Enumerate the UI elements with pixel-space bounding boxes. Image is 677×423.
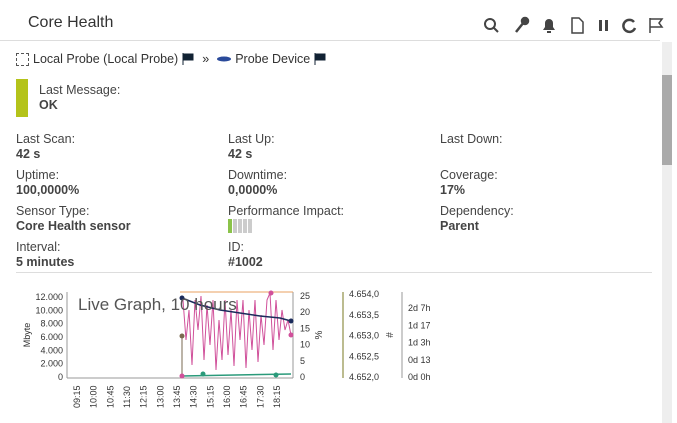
y-tick-label: 10.000 [35, 305, 63, 315]
x-tick-label: 15:15 [205, 385, 215, 408]
y2-axis-label: % [314, 330, 325, 339]
series-line [181, 373, 292, 377]
field-value: 42 s [16, 147, 41, 161]
series-line [181, 297, 292, 322]
field-value: 0,0000% [228, 183, 278, 197]
y-axis-label: Mbyte [22, 323, 32, 348]
field-label: Last Scan: [16, 132, 76, 146]
field-value: 17% [440, 183, 466, 197]
refresh-icon[interactable] [622, 18, 637, 34]
field-label: Dependency: [440, 204, 514, 218]
live-graph: Live Graph, 10 hours Mbyte % # 12.000 10.… [22, 289, 430, 408]
y2-tick-label: 20 [300, 307, 310, 317]
notification-icon[interactable] [543, 19, 555, 33]
y3-tick-label: 4.652,0 [349, 372, 379, 382]
probe-link[interactable]: Local Probe (Local Probe) [33, 52, 179, 66]
y3-axis-label: # [385, 332, 396, 338]
y3-tick-label: 4.653,5 [349, 310, 379, 320]
toolbar [484, 16, 664, 34]
section-divider [16, 272, 652, 273]
status-bar [16, 79, 28, 117]
y2-tick-label: 25 [300, 291, 310, 301]
x-tick-label: 10:45 [105, 385, 115, 408]
y2-tick-label: 10 [300, 340, 310, 350]
y2-tick-label: 0 [300, 372, 305, 382]
scrollbar[interactable] [662, 42, 672, 423]
y-tick-label: 8.000 [40, 319, 63, 329]
flag-icon [314, 53, 326, 65]
field-value: Core Health sensor [16, 219, 131, 233]
field-value: 42 s [228, 147, 253, 161]
field-label: Performance Impact: [228, 204, 345, 218]
x-tick-label: 13:00 [155, 385, 165, 408]
y-tick-label: 6.000 [40, 332, 63, 342]
device-link[interactable]: Probe Device [235, 52, 311, 66]
report-icon[interactable] [571, 17, 584, 34]
header-divider [0, 40, 660, 41]
x-tick-label: 10:00 [89, 385, 99, 408]
y3-tick-label: 4.653,0 [349, 331, 379, 341]
field-label: Uptime: [16, 168, 60, 182]
x-tick-label: 11:30 [122, 386, 132, 408]
field-label: ID: [228, 240, 244, 254]
y3-tick-label: 4.652,5 [349, 351, 379, 361]
pause-icon[interactable] [599, 20, 608, 31]
field-value: 5 minutes [16, 255, 75, 269]
settings-icon[interactable] [515, 16, 530, 33]
y-tick-label: 12.000 [35, 292, 63, 302]
y4-tick-label: 2d 7h [408, 303, 430, 313]
x-tick-label: 12:15 [139, 385, 149, 408]
breadcrumb: Local Probe (Local Probe) » Probe Device [16, 52, 326, 66]
x-tick-label: 16:00 [222, 385, 232, 408]
ticket-icon[interactable] [649, 18, 664, 33]
x-tick-label: 17:30 [255, 385, 265, 408]
y4-tick-label: 1d 3h [408, 338, 430, 348]
field-label: Coverage: [440, 168, 498, 182]
y2-tick-label: 5 [300, 356, 305, 366]
y4-tick-label: 0d 0h [408, 372, 430, 382]
field-value: #1002 [228, 255, 263, 269]
x-tick-label: 14:30 [189, 385, 199, 408]
field-label: Interval: [16, 240, 61, 254]
series-markers [179, 290, 294, 379]
status-label: Last Message: [39, 83, 121, 97]
field-value: 100,0000% [16, 183, 80, 197]
y2-tick-label: 15 [300, 323, 310, 333]
field-label: Last Down: [440, 132, 503, 146]
search-icon[interactable] [484, 18, 499, 33]
x-tick-label: 09:15 [72, 385, 82, 408]
field-label: Last Up: [228, 132, 275, 146]
graph-frame [66, 291, 403, 379]
series-line [182, 292, 292, 371]
scroll-thumb[interactable] [662, 75, 672, 165]
y3-tick-label: 4.654,0 [349, 289, 379, 299]
status-value: OK [39, 98, 58, 112]
probe-icon [16, 52, 29, 66]
y4-tick-label: 0d 13h [408, 355, 430, 365]
x-tick-label: 13:45 [172, 385, 182, 408]
device-icon [217, 56, 232, 62]
panel-title: Core Health [28, 14, 114, 31]
flag-icon [182, 53, 194, 65]
y-tick-label: 0 [58, 372, 63, 382]
y-tick-label: 4.000 [40, 345, 63, 355]
y4-tick-label: 1d 17h [408, 320, 430, 330]
impact-indicator [228, 219, 252, 233]
graph-title: Live Graph, 10 hours [78, 295, 237, 314]
field-value: Parent [440, 219, 479, 233]
field-label: Sensor Type: [16, 204, 90, 218]
breadcrumb-separator: » [202, 52, 210, 66]
field-label: Downtime: [228, 168, 288, 182]
x-tick-label: 16:45 [239, 385, 249, 408]
x-tick-label: 18:15 [272, 385, 282, 408]
y-tick-label: 2.000 [40, 359, 63, 369]
